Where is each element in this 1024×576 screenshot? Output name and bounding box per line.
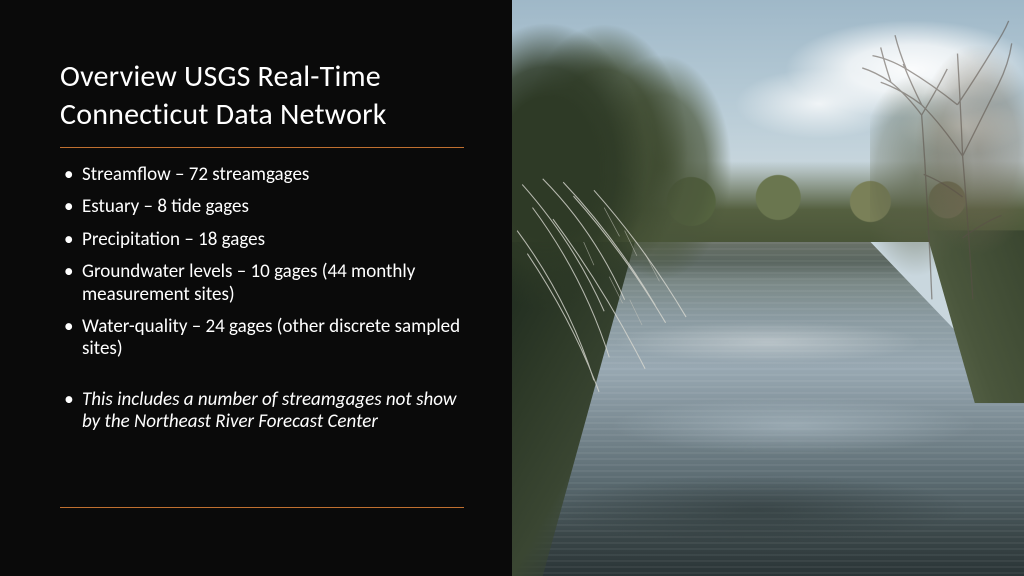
left-trees	[512, 0, 742, 334]
river-photo	[512, 0, 1024, 576]
list-item: Precipitation – 18 gages	[60, 229, 464, 251]
divider-bottom	[60, 507, 464, 508]
presentation-slide: Overview USGS Real-Time Connecticut Data…	[0, 0, 1024, 576]
list-item: Estuary – 8 tide gages	[60, 196, 464, 218]
divider-top	[60, 147, 464, 148]
list-item: Streamflow – 72 streamgages	[60, 164, 464, 186]
list-item: Water-quality – 24 gages (other discrete…	[60, 316, 464, 361]
slide-title: Overview USGS Real-Time Connecticut Data…	[60, 58, 464, 133]
bullet-list: Streamflow – 72 streamgages Estuary – 8 …	[60, 164, 464, 434]
image-panel	[512, 0, 1024, 576]
list-item-note: This includes a number of streamgages no…	[60, 389, 464, 434]
bare-tree-icon	[809, 12, 1014, 300]
list-item: Groundwater levels – 10 gages (44 monthl…	[60, 261, 464, 306]
content-panel: Overview USGS Real-Time Connecticut Data…	[0, 0, 512, 576]
